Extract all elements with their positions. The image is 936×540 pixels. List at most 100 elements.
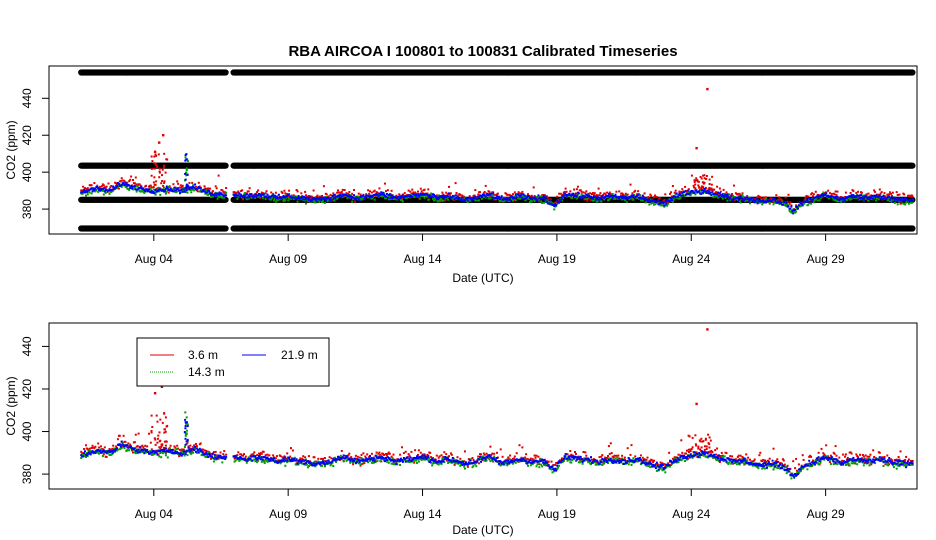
data-point (741, 192, 744, 195)
data-point (284, 192, 287, 195)
data-point (763, 196, 766, 199)
data-point (444, 199, 447, 202)
outlier-point (158, 141, 161, 144)
data-point (288, 189, 291, 192)
data-point (634, 189, 637, 192)
data-point (715, 191, 718, 194)
data-point (477, 193, 480, 196)
data-point (151, 160, 154, 163)
data-point (248, 187, 251, 190)
data-point (814, 190, 817, 193)
calibration-points (78, 69, 916, 232)
data-point (513, 191, 516, 194)
data-point (455, 192, 458, 194)
data-point (367, 189, 370, 192)
data-point (215, 187, 218, 190)
data-point (599, 192, 602, 195)
data-point (411, 188, 414, 191)
data-point (521, 190, 524, 193)
data-point (828, 192, 831, 195)
data-point (133, 182, 136, 185)
data-point (129, 178, 132, 181)
data-point (164, 171, 167, 174)
data-point (242, 198, 244, 201)
data-point (217, 174, 220, 177)
data-point (247, 190, 250, 193)
data-point (196, 190, 199, 193)
data-point (663, 198, 666, 201)
data-point (569, 190, 572, 193)
data-point (191, 181, 194, 184)
data-point (582, 191, 585, 194)
data-point (353, 200, 356, 203)
data-point (891, 191, 894, 194)
data-point (265, 190, 268, 193)
data-point (673, 191, 676, 194)
data-point (670, 191, 672, 194)
data-point (830, 192, 833, 195)
data-point (883, 192, 886, 195)
data-point (188, 181, 191, 184)
data-point (102, 184, 105, 187)
data-point (834, 190, 837, 193)
data-point (337, 189, 339, 192)
data-point (441, 191, 444, 194)
data-point (585, 190, 588, 193)
outlier-point (706, 87, 709, 91)
data-point (154, 183, 157, 186)
data-point (725, 191, 728, 194)
data-point (378, 187, 381, 190)
data-point (593, 192, 596, 195)
data-point (161, 174, 163, 177)
data-point (99, 185, 102, 188)
data-point (296, 190, 299, 193)
data-point (777, 198, 780, 201)
data-point (860, 191, 863, 194)
data-point (496, 192, 499, 195)
data-point (647, 196, 650, 199)
data-point (713, 188, 716, 191)
data-point (336, 191, 339, 194)
data-point (867, 192, 870, 195)
data-point (615, 190, 618, 193)
data-point (419, 187, 422, 190)
data-point (844, 191, 847, 194)
data-point (896, 194, 899, 196)
data-point (736, 193, 739, 195)
data-point (564, 187, 567, 190)
data-point (161, 180, 164, 182)
data-point (655, 196, 658, 199)
data-point (700, 187, 703, 190)
data-point (211, 190, 214, 193)
data-point (325, 193, 328, 196)
data-point (643, 192, 646, 195)
data-point (132, 179, 134, 181)
data-point (448, 185, 450, 188)
data-point (373, 189, 376, 192)
data-point (423, 188, 426, 191)
data-point (153, 167, 156, 170)
data-point (107, 182, 110, 185)
data-point (449, 192, 452, 195)
data-point (152, 186, 155, 188)
data-point (370, 191, 373, 194)
data-point (179, 184, 182, 187)
data-point (769, 197, 772, 200)
data-point (888, 193, 891, 196)
data-point (650, 194, 653, 197)
data-point (179, 186, 181, 189)
data-point (898, 193, 901, 196)
data-point (369, 190, 371, 193)
data-point (903, 193, 906, 196)
data-point (341, 188, 344, 191)
data-point (163, 181, 166, 184)
data-point (310, 195, 313, 198)
data-point (152, 181, 155, 184)
data-point (270, 191, 273, 194)
data-point (598, 194, 601, 197)
data-point (403, 192, 406, 195)
data-point (857, 190, 860, 193)
data-point (565, 190, 568, 193)
